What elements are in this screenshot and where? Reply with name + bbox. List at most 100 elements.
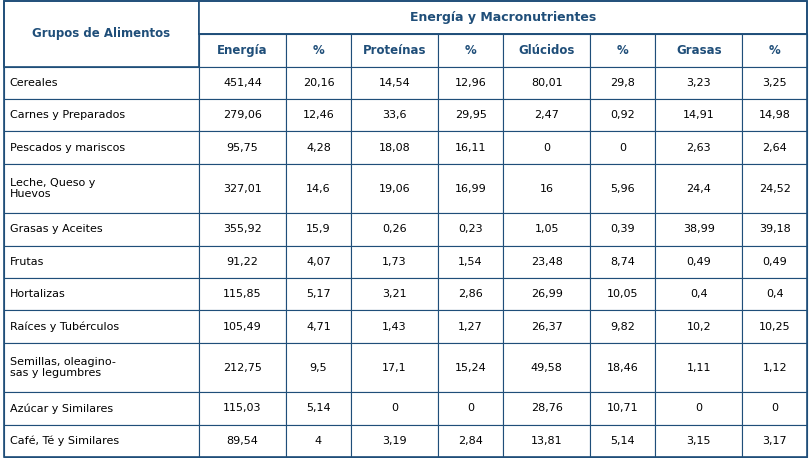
Text: 26,99: 26,99 [531,289,562,299]
Bar [4,164,199,213]
Bar [286,343,351,393]
Text: 29,95: 29,95 [455,110,486,120]
Text: Energía: Energía [217,44,268,57]
Bar [438,393,503,425]
Text: 49,58: 49,58 [531,363,562,372]
Text: 0,49: 0,49 [762,257,787,267]
Text: 4,28: 4,28 [306,142,331,153]
Bar [351,164,438,213]
Bar [655,245,742,278]
Bar [742,311,807,343]
Text: 3,17: 3,17 [762,436,787,446]
Text: 0,23: 0,23 [458,224,483,234]
Bar [590,99,655,131]
Text: 115,85: 115,85 [223,289,262,299]
Text: 2,47: 2,47 [534,110,559,120]
Text: 16,11: 16,11 [455,142,486,153]
Bar [4,213,199,245]
Bar [199,164,286,213]
Bar [655,66,742,99]
Text: 29,8: 29,8 [610,78,635,88]
Bar [655,131,742,164]
Text: Proteínas: Proteínas [362,44,426,57]
Bar [438,213,503,245]
Text: 1,54: 1,54 [458,257,483,267]
Text: 16,99: 16,99 [455,184,486,194]
Bar [199,99,286,131]
Text: 38,99: 38,99 [683,224,714,234]
Text: 12,46: 12,46 [303,110,334,120]
Text: 24,4: 24,4 [686,184,711,194]
Bar [4,1,199,66]
Text: 0: 0 [619,142,626,153]
Text: 91,22: 91,22 [227,257,258,267]
Text: 5,14: 5,14 [306,403,331,414]
Text: 355,92: 355,92 [223,224,262,234]
Text: Frutas: Frutas [10,257,44,267]
Bar [742,425,807,457]
Text: 20,16: 20,16 [303,78,334,88]
Bar [742,164,807,213]
Text: 23,48: 23,48 [531,257,562,267]
Text: Leche, Queso y
Huevos: Leche, Queso y Huevos [10,178,95,199]
Bar [503,393,590,425]
Bar [742,213,807,245]
Bar [742,34,807,66]
Bar [286,66,351,99]
Text: 0,26: 0,26 [382,224,407,234]
Text: 4: 4 [315,436,322,446]
Text: 17,1: 17,1 [382,363,407,372]
Text: 10,71: 10,71 [607,403,638,414]
Text: 14,6: 14,6 [306,184,331,194]
Text: 1,11: 1,11 [687,363,711,372]
Bar [351,213,438,245]
Bar [590,245,655,278]
Bar [503,34,590,66]
Bar [590,213,655,245]
Bar [438,278,503,311]
Text: 0,49: 0,49 [686,257,711,267]
Text: 10,05: 10,05 [607,289,638,299]
Text: 4,71: 4,71 [306,322,331,332]
Bar [4,425,199,457]
Bar [199,66,286,99]
Text: Hortalizas: Hortalizas [10,289,66,299]
Bar [199,343,286,393]
Bar [199,213,286,245]
Text: 3,15: 3,15 [687,436,711,446]
Text: 0,4: 0,4 [690,289,708,299]
Bar [199,34,286,66]
Bar [503,425,590,457]
Text: 1,12: 1,12 [762,363,787,372]
Bar [438,164,503,213]
Bar [4,131,199,164]
Bar [655,278,742,311]
Bar [590,278,655,311]
Text: Grasas y Aceites: Grasas y Aceites [10,224,102,234]
Bar [4,393,199,425]
Text: 327,01: 327,01 [223,184,262,194]
Bar [655,34,742,66]
Text: 5,14: 5,14 [610,436,635,446]
Bar [199,131,286,164]
Text: 451,44: 451,44 [223,78,262,88]
Text: Semillas, oleagino-
sas y legumbres: Semillas, oleagino- sas y legumbres [10,357,116,378]
Bar [503,278,590,311]
Bar [351,66,438,99]
Text: 4,07: 4,07 [306,257,331,267]
Text: 0: 0 [467,403,474,414]
Bar [655,99,742,131]
Text: %: % [312,44,324,57]
Text: 3,19: 3,19 [382,436,407,446]
Text: 9,82: 9,82 [610,322,635,332]
Bar [351,343,438,393]
Bar [438,99,503,131]
Bar [286,164,351,213]
Bar [286,278,351,311]
Bar [286,245,351,278]
Text: 24,52: 24,52 [759,184,790,194]
Bar [351,99,438,131]
Text: 18,08: 18,08 [379,142,410,153]
Bar [503,66,590,99]
Text: 0: 0 [695,403,702,414]
